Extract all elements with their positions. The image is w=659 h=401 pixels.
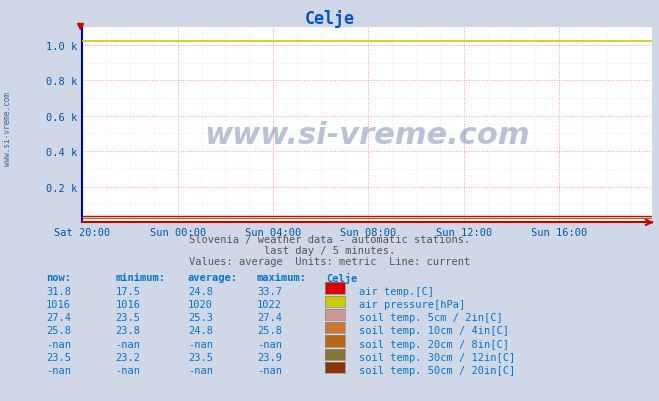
Text: 23.9: 23.9 xyxy=(257,352,282,362)
Text: 1016: 1016 xyxy=(115,299,140,309)
Text: 27.4: 27.4 xyxy=(257,312,282,322)
Text: www.si-vreme.com: www.si-vreme.com xyxy=(204,121,530,150)
Text: 23.8: 23.8 xyxy=(115,326,140,336)
Text: 25.8: 25.8 xyxy=(257,326,282,336)
Text: www.si-vreme.com: www.si-vreme.com xyxy=(3,91,13,165)
Text: -nan: -nan xyxy=(188,365,213,375)
Text: 1016: 1016 xyxy=(46,299,71,309)
Text: air temp.[C]: air temp.[C] xyxy=(359,286,434,296)
Text: Slovenia / weather data - automatic stations.: Slovenia / weather data - automatic stat… xyxy=(189,235,470,245)
Text: Celje: Celje xyxy=(304,10,355,28)
Text: soil temp. 5cm / 2in[C]: soil temp. 5cm / 2in[C] xyxy=(359,312,503,322)
Text: 24.8: 24.8 xyxy=(188,326,213,336)
Text: 23.5: 23.5 xyxy=(46,352,71,362)
Text: -nan: -nan xyxy=(46,339,71,349)
Text: 31.8: 31.8 xyxy=(46,286,71,296)
Text: 24.8: 24.8 xyxy=(188,286,213,296)
Text: -nan: -nan xyxy=(46,365,71,375)
Text: minimum:: minimum: xyxy=(115,273,165,283)
Text: air pressure[hPa]: air pressure[hPa] xyxy=(359,299,465,309)
Text: 25.3: 25.3 xyxy=(188,312,213,322)
Text: -nan: -nan xyxy=(257,339,282,349)
Text: now:: now: xyxy=(46,273,71,283)
Text: 25.8: 25.8 xyxy=(46,326,71,336)
Text: 17.5: 17.5 xyxy=(115,286,140,296)
Text: soil temp. 50cm / 20in[C]: soil temp. 50cm / 20in[C] xyxy=(359,365,515,375)
Text: 23.2: 23.2 xyxy=(115,352,140,362)
Text: last day / 5 minutes.: last day / 5 minutes. xyxy=(264,245,395,255)
Text: 33.7: 33.7 xyxy=(257,286,282,296)
Text: 23.5: 23.5 xyxy=(115,312,140,322)
Text: soil temp. 20cm / 8in[C]: soil temp. 20cm / 8in[C] xyxy=(359,339,509,349)
Text: 1022: 1022 xyxy=(257,299,282,309)
Text: maximum:: maximum: xyxy=(257,273,307,283)
Text: -nan: -nan xyxy=(115,365,140,375)
Text: soil temp. 30cm / 12in[C]: soil temp. 30cm / 12in[C] xyxy=(359,352,515,362)
Text: -nan: -nan xyxy=(115,339,140,349)
Text: -nan: -nan xyxy=(188,339,213,349)
Text: 27.4: 27.4 xyxy=(46,312,71,322)
Text: -nan: -nan xyxy=(257,365,282,375)
Text: Celje: Celje xyxy=(326,273,357,284)
Text: 1020: 1020 xyxy=(188,299,213,309)
Text: 23.5: 23.5 xyxy=(188,352,213,362)
Text: Values: average  Units: metric  Line: current: Values: average Units: metric Line: curr… xyxy=(189,256,470,266)
Text: average:: average: xyxy=(188,273,238,283)
Text: soil temp. 10cm / 4in[C]: soil temp. 10cm / 4in[C] xyxy=(359,326,509,336)
